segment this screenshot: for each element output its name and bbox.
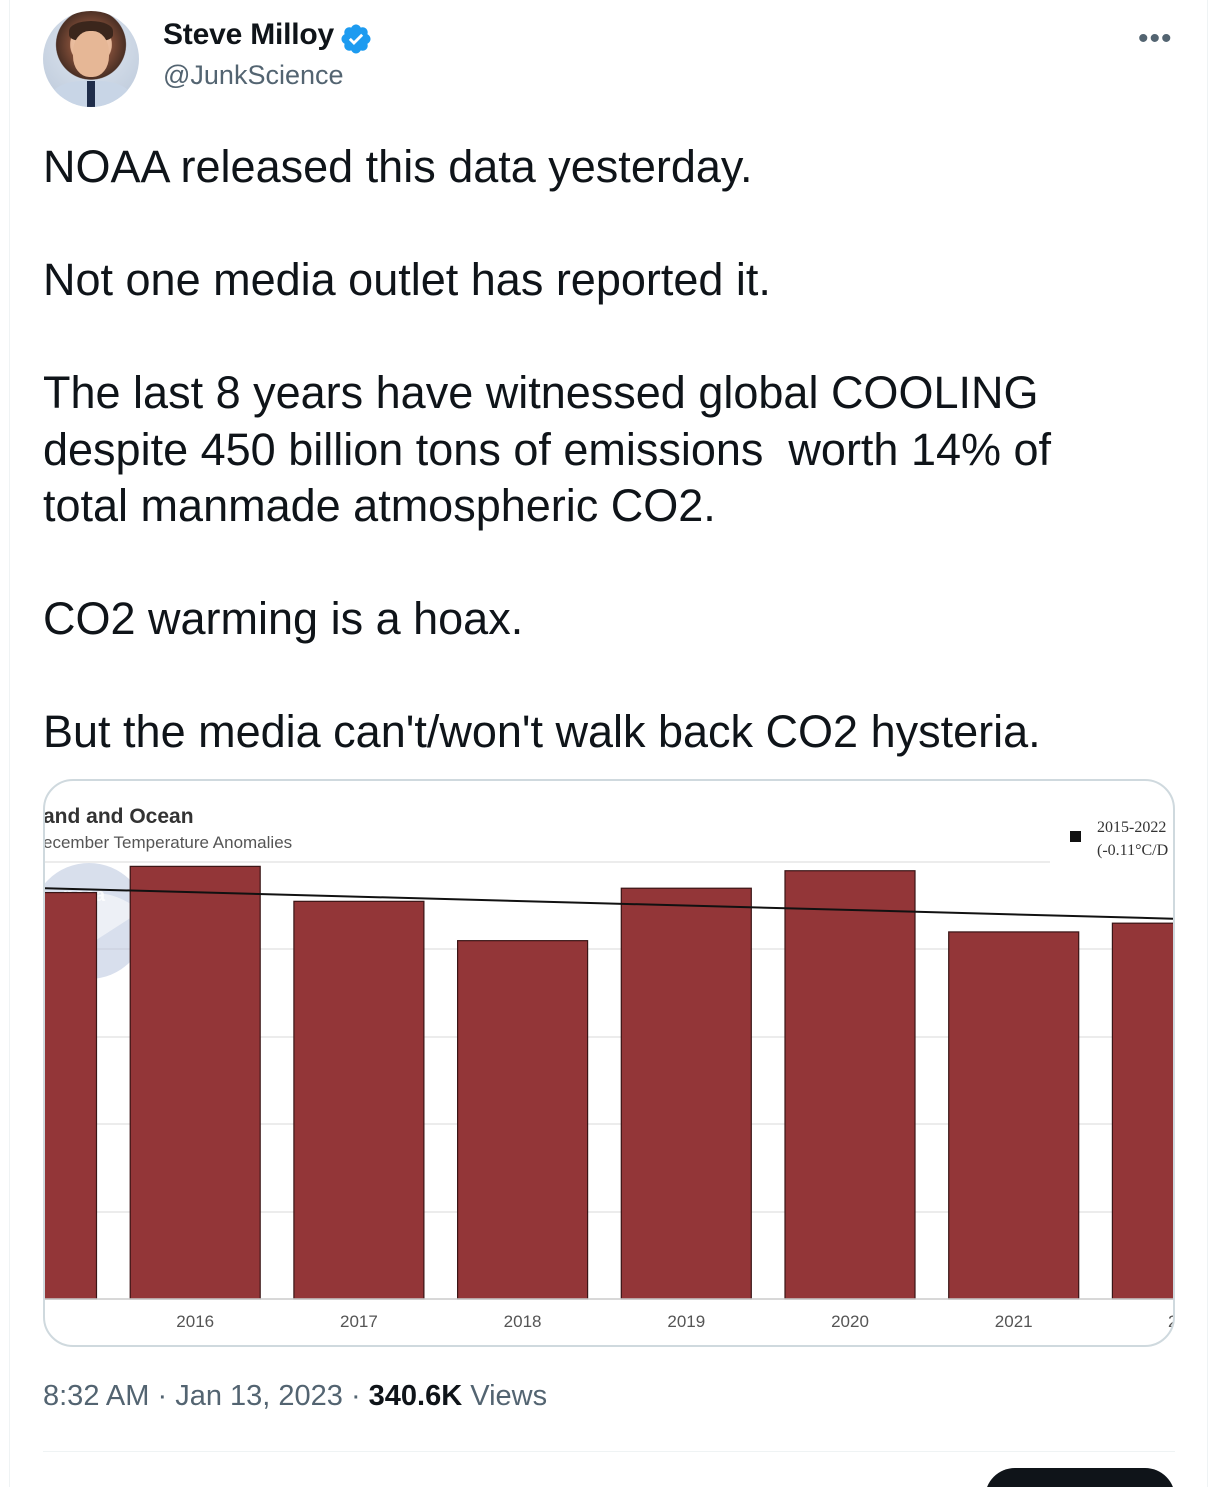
x-tick-label: 2017	[340, 1312, 378, 1331]
bar-2018	[457, 940, 589, 1300]
bar-2019	[620, 887, 752, 1300]
x-tick-label: 2018	[504, 1312, 542, 1331]
legend-line-1: 2015-2022	[1097, 819, 1166, 836]
x-tick-label: 2021	[995, 1312, 1033, 1331]
temperature-anomaly-chart: and and Ocean ecember Temperature Anomal…	[45, 805, 1175, 1331]
x-tick-label: 2020	[831, 1312, 869, 1331]
tweet-meta: 8:32 AM · Jan 13, 2023 · 340.6K Views	[43, 1380, 547, 1413]
views-count: 340.6K	[368, 1380, 463, 1412]
bar-2016	[129, 865, 261, 1300]
bar-2017	[293, 900, 425, 1300]
meta-separator: ·	[149, 1380, 176, 1412]
tweet-time[interactable]: 8:32 AM	[43, 1380, 150, 1412]
meta-separator: ·	[342, 1380, 369, 1412]
views-label: Views	[462, 1380, 548, 1412]
bar-5	[45, 891, 98, 1300]
x-tick-label: 2019	[667, 1312, 705, 1331]
avatar[interactable]	[43, 11, 139, 107]
legend-line-2: (-0.11°C/D	[1097, 842, 1168, 859]
timeline-border-right	[1207, 0, 1208, 1487]
tweet-media-chart[interactable]: and and Ocean ecember Temperature Anomal…	[43, 779, 1175, 1347]
chart-subtitle: ecember Temperature Anomalies	[45, 833, 292, 852]
author-name[interactable]: Steve Milloy	[163, 18, 334, 51]
bottom-action-button[interactable]	[985, 1468, 1175, 1487]
avatar-tie	[87, 81, 95, 107]
divider	[43, 1451, 1175, 1452]
x-tick-label: 20	[1168, 1312, 1175, 1331]
author-handle[interactable]: @JunkScience	[163, 60, 344, 90]
bar-2021	[948, 931, 1080, 1300]
avatar-face	[73, 31, 109, 77]
trend-line	[45, 887, 1173, 920]
tweet-text: NOAA released this data yesterday. Not o…	[43, 141, 1052, 757]
timeline-border-left	[9, 0, 10, 1487]
legend-marker	[1070, 831, 1081, 842]
more-options-icon[interactable]: •••	[1138, 22, 1173, 55]
chart-title: and and Ocean	[45, 805, 194, 828]
tweet-date[interactable]: Jan 13, 2023	[175, 1380, 343, 1412]
x-tick-label: 2016	[176, 1312, 214, 1331]
verified-badge-icon	[341, 24, 371, 54]
bar-2020	[784, 870, 916, 1300]
bar-20	[1111, 922, 1173, 1300]
